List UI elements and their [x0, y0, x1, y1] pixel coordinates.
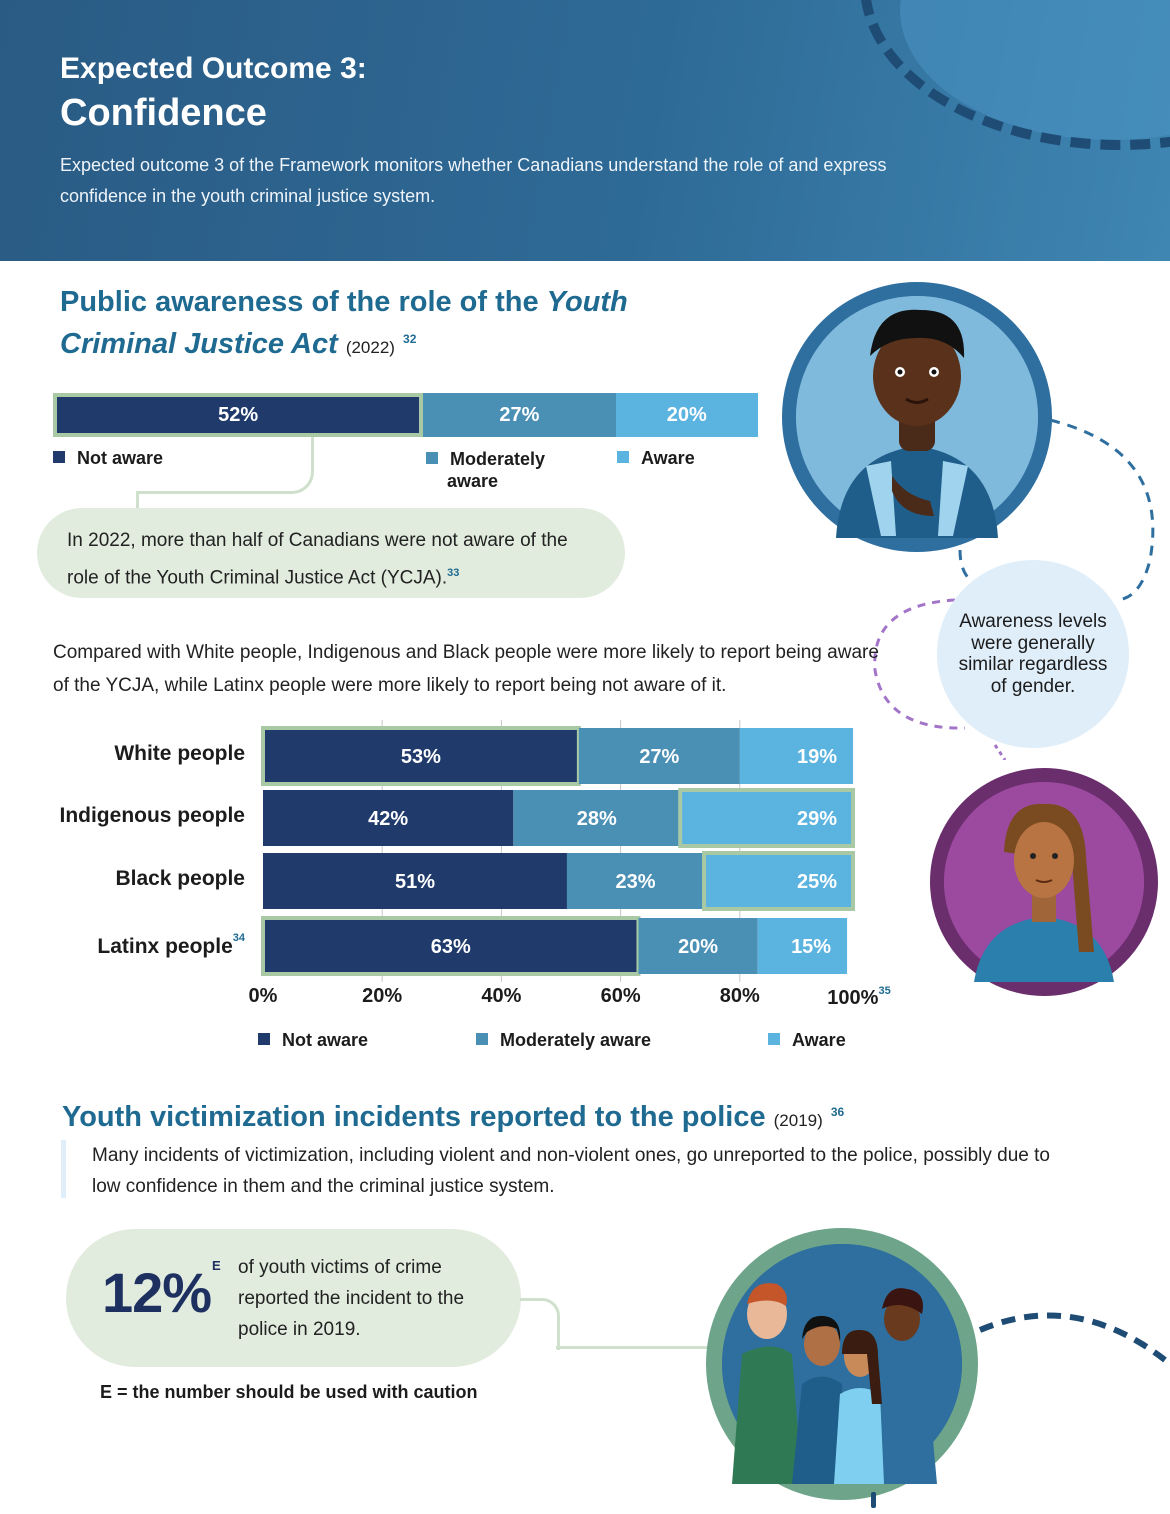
caution-note: E = the number should be used with cauti…	[100, 1382, 478, 1402]
data-label: 19%	[797, 746, 837, 768]
category-label: Latinx people34	[97, 932, 245, 958]
person-illustration-icon	[944, 782, 1144, 982]
stat-value: 12%	[102, 1261, 212, 1324]
bar-black-people-not-aware	[263, 853, 567, 909]
header-banner: Expected Outcome 3: Confidence Expected …	[0, 0, 1170, 261]
data-label: 63%	[431, 936, 471, 958]
callout-not-aware: In 2022, more than half of Canadians wer…	[37, 508, 625, 598]
group-illustration-icon	[722, 1244, 962, 1484]
data-label: 29%	[797, 808, 837, 830]
stat-callout	[66, 1229, 521, 1367]
bar-white-people-aware	[739, 728, 854, 784]
bar-black-people-aware	[702, 851, 856, 911]
callout-connector-stub	[136, 491, 139, 511]
data-label: 28%	[577, 808, 617, 830]
x-tick-label: 40%	[481, 985, 522, 1007]
dashed-connector-lines	[873, 418, 1155, 760]
decorative-dashed-arc	[860, 0, 1170, 150]
bar-indigenous-people-moderately-aware	[513, 790, 681, 846]
section2-title: Youth victimization incidents reported t…	[62, 1101, 845, 1133]
legend-swatch	[53, 451, 65, 463]
data-label: 23%	[615, 871, 655, 893]
intro-text: Expected outcome 3 of the Framework moni…	[60, 155, 887, 206]
legend2-not-aware: Not aware	[258, 1030, 368, 1051]
category-label: Black people	[115, 867, 245, 890]
legend-aware: Aware	[617, 448, 695, 469]
page-title: Confidence	[60, 92, 267, 134]
stat-description: of youth victims of crime reported the i…	[238, 1257, 465, 1340]
victimization-text: Many incidents of victimization, includi…	[92, 1145, 1050, 1197]
section1-title: Public awareness of the role of the Yout…	[60, 286, 628, 360]
data-label: 20%	[678, 936, 718, 958]
decorative-tick	[871, 1492, 876, 1508]
data-label: 15%	[791, 936, 831, 958]
legend-swatch	[426, 452, 438, 464]
bar-segment-aware: 20%	[615, 393, 758, 437]
youth-portrait-illustration-2	[930, 768, 1158, 996]
data-label: 25%	[797, 871, 837, 893]
legend2-aware: Aware	[768, 1030, 846, 1051]
comparison-text: Compared with White people, Indigenous a…	[53, 642, 879, 696]
x-tick-label: 100%35	[827, 985, 891, 1009]
bar-segment-moderately-aware: 27%	[423, 393, 616, 437]
x-tick-label: 80%	[719, 985, 760, 1007]
outcome-kicker: Expected Outcome 3:	[60, 52, 367, 85]
x-tick-label: 60%	[600, 985, 641, 1007]
bar-indigenous-people-not-aware	[263, 790, 514, 846]
legend-moderately-aware: Moderately aware	[426, 448, 545, 492]
overall-awareness-bar: 52% 27% 20%	[53, 393, 758, 437]
legend-swatch	[768, 1033, 780, 1045]
legend-swatch	[258, 1033, 270, 1045]
youth-group-illustration	[706, 1228, 978, 1500]
stat-caution-flag: E	[212, 1258, 221, 1273]
bar-latinx-people-aware	[757, 918, 848, 974]
data-label: 27%	[639, 746, 679, 768]
x-tick-label: 0%	[248, 985, 278, 1007]
gender-note-bubble: Awareness levels were generally similar …	[937, 560, 1129, 748]
data-label: 51%	[395, 871, 435, 893]
x-tick-label: 20%	[362, 985, 403, 1007]
bar-latinx-people-moderately-aware	[638, 918, 758, 974]
callout-connector	[136, 437, 314, 494]
legend2-moderately-aware: Moderately aware	[476, 1030, 651, 1051]
bar-white-people-moderately-aware	[578, 728, 740, 784]
awareness-by-group-chart: 53% 27% 19% 42% 28% 29% 51% 23% 25% 63% 20% 15%	[261, 720, 856, 982]
category-label: White people	[114, 742, 245, 765]
person-illustration-icon	[796, 296, 1038, 538]
data-label: 53%	[401, 746, 441, 768]
bar-segment-not-aware: 52%	[53, 393, 424, 437]
dashed-arc-decoration	[978, 1312, 1167, 1363]
stat-connector-line	[556, 1346, 716, 1349]
bar-black-people-moderately-aware	[566, 853, 705, 909]
quote-bar	[61, 1140, 66, 1198]
bar-latinx-people-not-aware	[261, 916, 641, 976]
legend-swatch	[617, 451, 629, 463]
stat-connector	[520, 1298, 560, 1350]
legend-swatch	[476, 1033, 488, 1045]
data-label: 42%	[368, 808, 408, 830]
category-label: Indigenous people	[59, 804, 245, 827]
bar-indigenous-people-aware	[678, 788, 856, 848]
